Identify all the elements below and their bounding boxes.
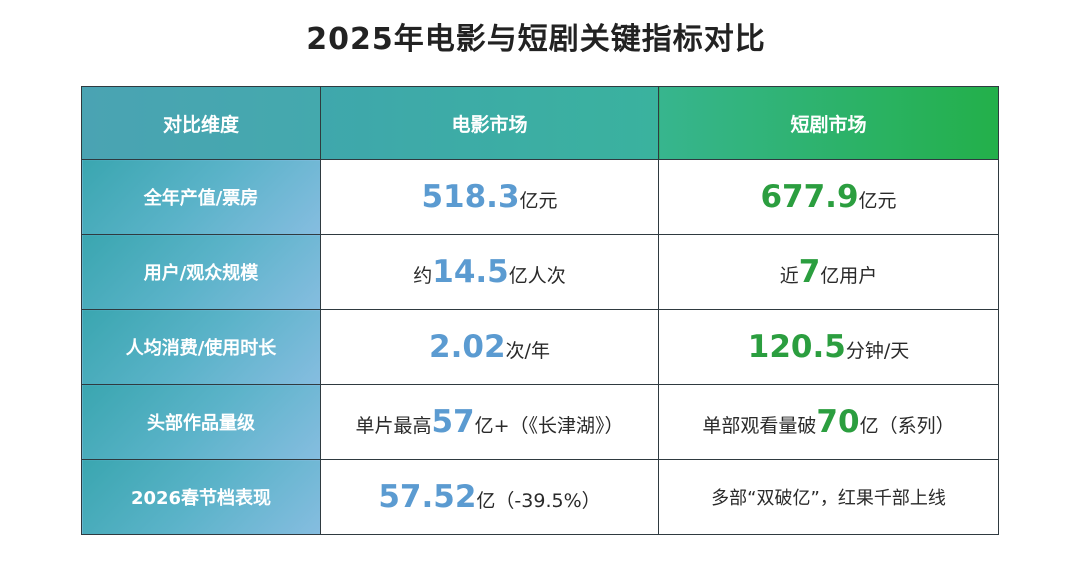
row-dimension: 用户/观众规模 — [81, 234, 321, 310]
short-value-suffix: 亿用户 — [820, 265, 878, 287]
short-value-number: 120.5 — [747, 329, 846, 365]
short-value-suffix: 亿元 — [858, 190, 897, 212]
film-value-cell: 57.52亿（-39.5%） — [320, 459, 659, 535]
page-title: 2025年电影与短剧关键指标对比 — [306, 22, 766, 57]
row-dimension: 头部作品量级 — [81, 384, 321, 460]
short-value-cell: 多部“双破亿”，红果千部上线 — [658, 459, 999, 535]
film-value-cell: 单片最高57亿+（《长津湖》） — [320, 384, 659, 460]
film-value-number: 2.02 — [429, 329, 506, 365]
short-value-prefix: 近 — [779, 265, 799, 287]
film-value-number: 518.3 — [421, 179, 520, 215]
short-value-suffix: 亿（系列） — [859, 415, 955, 437]
film-value-cell: 约14.5亿人次 — [320, 234, 659, 310]
short-value-number: 70 — [816, 404, 860, 440]
short-value-number: 7 — [798, 254, 821, 290]
film-value-suffix: 次/年 — [505, 340, 550, 362]
header-dimension: 对比维度 — [81, 86, 321, 160]
short-value-prefix: 单部观看量破 — [702, 415, 817, 437]
short-value-suffix: 分钟/天 — [845, 340, 910, 362]
short-value-cell: 近7亿用户 — [658, 234, 999, 310]
table-row: 全年产值/票房 518.3亿元 677.9亿元 — [81, 159, 999, 235]
row-dimension: 全年产值/票房 — [81, 159, 321, 235]
short-value-cell: 120.5分钟/天 — [658, 309, 999, 385]
film-value-suffix: 亿人次 — [508, 265, 566, 287]
header-film-market: 电影市场 — [320, 86, 659, 160]
film-value-prefix: 约 — [413, 265, 433, 287]
row-dimension: 人均消费/使用时长 — [81, 309, 321, 385]
table-row: 2026春节档表现 57.52亿（-39.5%） 多部“双破亿”，红果千部上线 — [81, 459, 999, 535]
short-value-text: 多部“双破亿”，红果千部上线 — [711, 488, 946, 509]
film-value-prefix: 单片最高 — [355, 415, 432, 437]
table-row: 头部作品量级 单片最高57亿+（《长津湖》） 单部观看量破70亿（系列） — [81, 384, 999, 460]
film-value-suffix: 亿元 — [519, 190, 558, 212]
short-value-number: 677.9 — [760, 179, 859, 215]
film-value-cell: 2.02次/年 — [320, 309, 659, 385]
row-dimension: 2026春节档表现 — [81, 459, 321, 535]
table-row: 用户/观众规模 约14.5亿人次 近7亿用户 — [81, 234, 999, 310]
film-value-number: 57.52 — [378, 479, 477, 515]
short-value-cell: 单部观看量破70亿（系列） — [658, 384, 999, 460]
table-header-row: 对比维度 电影市场 短剧市场 — [81, 86, 999, 160]
film-value-suffix: 亿（-39.5%） — [476, 490, 601, 512]
header-short-drama-market: 短剧市场 — [658, 86, 999, 160]
table-row: 人均消费/使用时长 2.02次/年 120.5分钟/天 — [81, 309, 999, 385]
short-value-cell: 677.9亿元 — [658, 159, 999, 235]
comparison-table: 对比维度 电影市场 短剧市场 全年产值/票房 518.3亿元 677.9亿元 用… — [81, 86, 999, 535]
film-value-number: 57 — [431, 404, 475, 440]
film-value-suffix: 亿+（《长津湖》） — [474, 415, 624, 437]
film-value-number: 14.5 — [432, 254, 509, 290]
film-value-cell: 518.3亿元 — [320, 159, 659, 235]
